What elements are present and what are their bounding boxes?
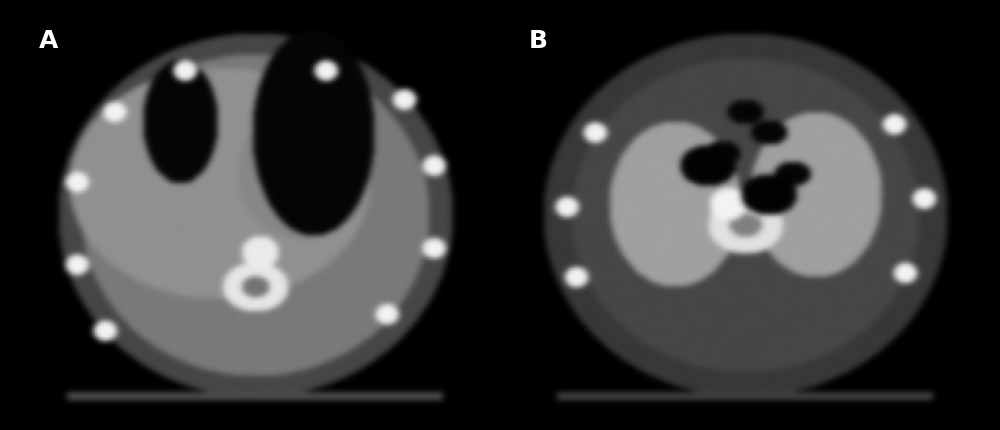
Text: B: B xyxy=(529,29,548,53)
Text: A: A xyxy=(39,29,58,53)
